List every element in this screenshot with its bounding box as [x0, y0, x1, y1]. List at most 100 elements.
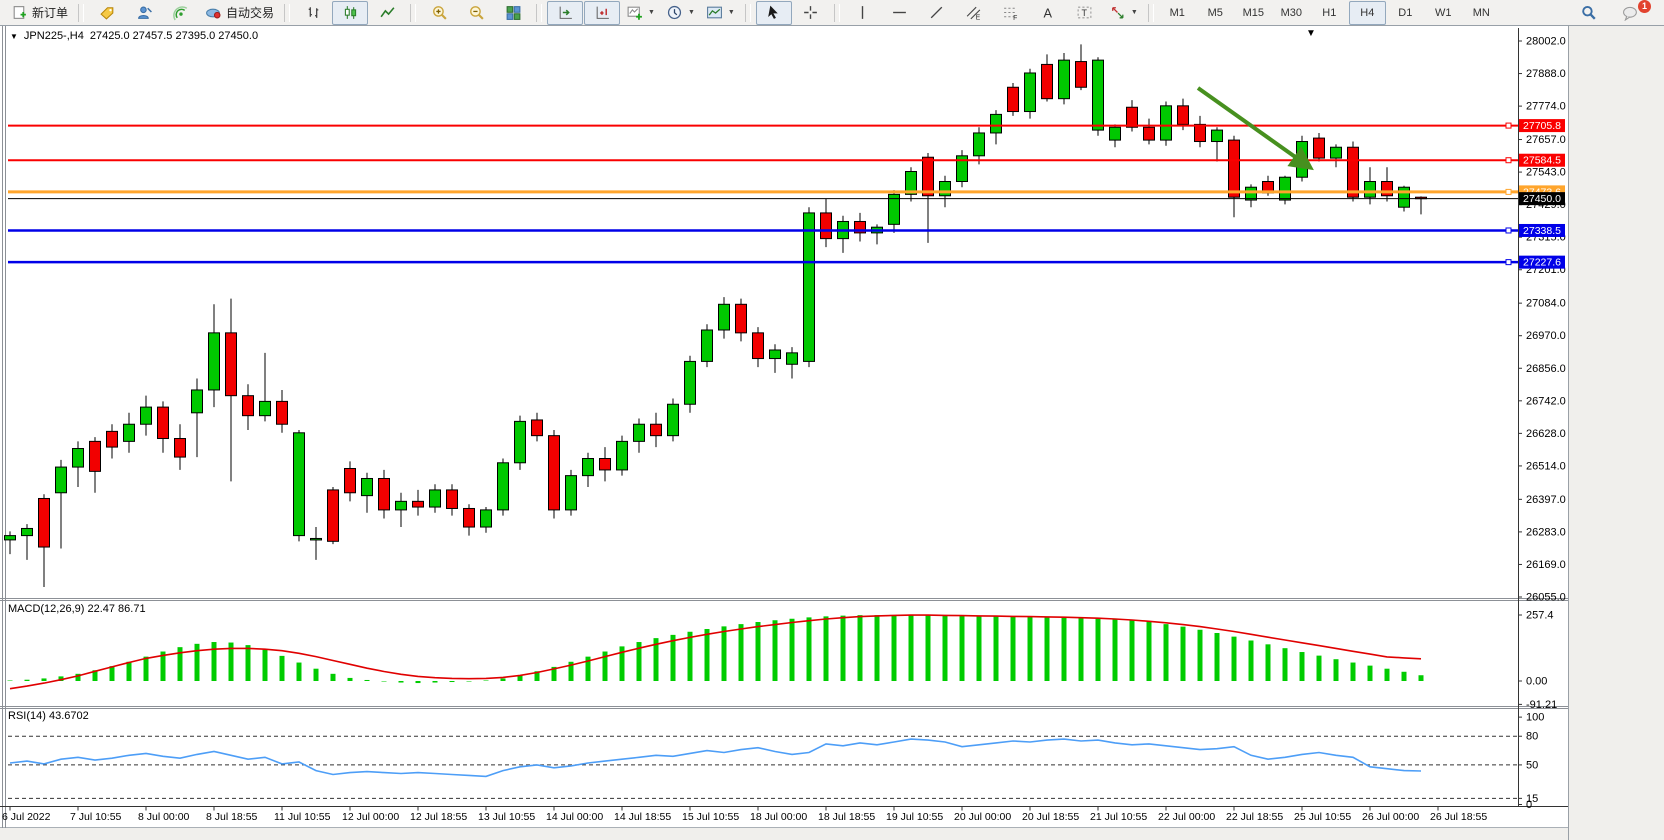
candle: [208, 332, 220, 391]
vertical-line-button[interactable]: [845, 1, 881, 25]
candle: [38, 497, 50, 548]
text-label-button[interactable]: T: [1067, 1, 1103, 25]
tf-m5-label: M5: [1207, 6, 1223, 19]
svg-text:0: 0: [1526, 799, 1532, 811]
tf-d1-button[interactable]: D1: [1387, 1, 1424, 25]
svg-text:100: 100: [1526, 712, 1544, 724]
auto-scroll-button[interactable]: [547, 0, 584, 25]
svg-text:F: F: [1014, 15, 1018, 21]
trendline-button[interactable]: [919, 1, 955, 25]
candle: [684, 360, 696, 405]
svg-text:A: A: [1044, 5, 1053, 20]
macd-indicator-label: MACD(12,26,9) 22.47 86.71: [8, 603, 146, 615]
candle: [1381, 181, 1393, 197]
candle: [650, 423, 662, 437]
candle: [21, 527, 33, 537]
toolbar-group-scroll-indicators: ▼ ▼ ▼: [547, 0, 740, 25]
candle: [463, 507, 475, 528]
new-order-button[interactable]: 新订单: [6, 1, 73, 25]
history-button[interactable]: [89, 1, 125, 25]
search-icon: [1581, 6, 1596, 20]
rsi-line: [9, 738, 1422, 778]
tf-m15-button[interactable]: M15: [1235, 1, 1272, 25]
dropdown-caret-icon[interactable]: ▼: [1130, 9, 1138, 16]
cursor-button[interactable]: [755, 0, 792, 25]
candle: [1143, 126, 1155, 141]
tf-h1-button[interactable]: H1: [1311, 1, 1348, 25]
svg-text:26 Jul 00:00: 26 Jul 00:00: [1362, 811, 1419, 823]
tf-m1-button[interactable]: M1: [1159, 1, 1196, 25]
hline-icon: [893, 11, 907, 14]
chart-shift-button[interactable]: [584, 0, 621, 25]
candle: [956, 155, 968, 183]
chart-title: ▼ JPN225-,H4 27425.0 27457.5 27395.0 274…: [10, 30, 258, 42]
trend-arrow: [1196, 86, 1314, 171]
autotrade-icon: [206, 8, 221, 19]
scroll-end-marker: ▼: [1306, 28, 1316, 39]
svg-text:27338.5: 27338.5: [1523, 225, 1561, 237]
zoom-in-button[interactable]: [421, 1, 457, 25]
periods-menu-button[interactable]: ▼: [661, 1, 700, 25]
tf-h4-button[interactable]: H4: [1348, 0, 1386, 25]
equidistant-channel-button[interactable]: E: [956, 1, 992, 25]
svg-text:26856.0: 26856.0: [1526, 363, 1566, 375]
fibonacci-button[interactable]: F: [993, 1, 1029, 25]
autoscroll-icon: [559, 6, 572, 19]
candle: [1075, 61, 1087, 88]
tile-windows-button[interactable]: [495, 1, 531, 25]
auto-trading-button[interactable]: 自动交易: [200, 1, 279, 25]
candle: [55, 466, 67, 494]
candle: [412, 500, 424, 508]
tf-m15-label: M15: [1242, 6, 1264, 19]
crosshair-button[interactable]: [793, 1, 829, 25]
candle: [225, 332, 237, 397]
tf-mn-label: MN: [1472, 6, 1490, 19]
arrows-button[interactable]: ▼: [1104, 1, 1143, 25]
toolbar-separator: [284, 3, 291, 22]
tf-w1-button[interactable]: W1: [1425, 1, 1462, 25]
clock-icon: [667, 5, 682, 20]
candle: [1041, 63, 1053, 100]
tf-mn-button[interactable]: MN: [1463, 1, 1500, 25]
arrows-icon: [1111, 7, 1124, 19]
signals-button[interactable]: [163, 1, 199, 25]
candle: [939, 181, 951, 197]
tile-icon: [506, 6, 520, 20]
zoom-out-button[interactable]: [458, 1, 494, 25]
candle: [157, 406, 169, 440]
text-button[interactable]: A: [1030, 1, 1066, 25]
candle: [1126, 106, 1138, 128]
toolbar-separator: [833, 3, 840, 22]
candle: [531, 419, 543, 437]
chart-menu-caret-icon[interactable]: ▼: [10, 31, 18, 41]
candle: [548, 435, 560, 511]
dropdown-caret-icon[interactable]: ▼: [727, 9, 735, 16]
time-axis: 6 Jul 2022 7 Jul 10:55 8 Jul 00:00 8 Jul 18…: [2, 806, 1487, 823]
main-toolbar: 新订单 自动交易 ▼ ▼ ▼ E F A T ▼ M1 M5 M15 M30 H1 H4 D1 W1 MN 1: [0, 0, 1664, 26]
candle: [1058, 59, 1070, 100]
dropdown-caret-icon[interactable]: ▼: [648, 9, 655, 16]
candle: [89, 440, 101, 472]
horizontal-line-button[interactable]: [882, 1, 918, 25]
candles-mode-button[interactable]: [332, 0, 369, 25]
indicators-button[interactable]: ▼: [621, 1, 660, 25]
candle: [1330, 146, 1342, 159]
templates-button[interactable]: ▼: [701, 1, 740, 25]
dropdown-caret-icon[interactable]: ▼: [687, 9, 695, 16]
bars-mode-button[interactable]: [295, 1, 331, 25]
candle: [446, 489, 458, 509]
search-button[interactable]: [1570, 1, 1606, 25]
chat-button[interactable]: 1: [1612, 0, 1651, 25]
tf-m5-button[interactable]: M5: [1197, 1, 1234, 25]
tf-m30-button[interactable]: M30: [1273, 1, 1310, 25]
profiles-button[interactable]: [126, 1, 162, 25]
candle: [820, 212, 832, 240]
toolbar-group-chart-modes: [295, 0, 405, 25]
fibo-icon: F: [1004, 7, 1018, 21]
svg-text:27084.0: 27084.0: [1526, 298, 1566, 310]
candle: [480, 509, 492, 528]
vline-icon: [862, 6, 864, 19]
svg-text:26970.0: 26970.0: [1526, 330, 1566, 342]
line-mode-button[interactable]: [369, 1, 405, 25]
